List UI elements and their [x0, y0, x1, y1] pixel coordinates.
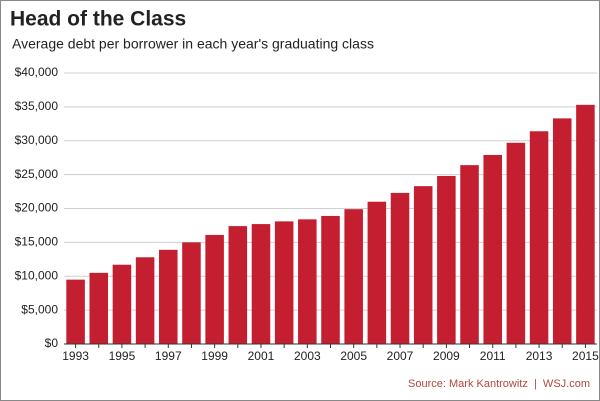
bar	[321, 215, 340, 344]
bar	[205, 234, 224, 344]
x-tick-label: 1999	[201, 349, 228, 363]
x-tick-label: 1993	[62, 349, 89, 363]
x-tick-label: 2015	[572, 349, 599, 363]
y-tick-label: $20,000	[15, 201, 59, 215]
x-tick-label: 2013	[526, 349, 553, 363]
bar	[228, 226, 248, 344]
bar	[135, 257, 155, 344]
chart-subtitle: Average debt per borrower in each year's…	[12, 36, 374, 52]
bar	[390, 192, 410, 344]
bar	[112, 264, 132, 344]
bar	[298, 219, 317, 344]
y-tick-label: $25,000	[15, 167, 59, 181]
x-tick-label: 2001	[248, 349, 275, 363]
bar	[413, 186, 433, 344]
bar	[437, 175, 456, 344]
y-tick-label: $0	[45, 336, 59, 350]
y-tick-label: $5,000	[21, 302, 58, 316]
bar	[89, 272, 109, 344]
bar	[367, 201, 387, 344]
source: Source: Mark Kantrowitz | WSJ.com	[408, 378, 590, 390]
x-tick-label: 2003	[294, 349, 321, 363]
y-tick-label: $35,000	[15, 99, 59, 113]
y-tick-label: $10,000	[15, 268, 59, 282]
y-tick-label: $15,000	[15, 235, 59, 249]
y-tick-label: $30,000	[15, 133, 59, 147]
bar	[66, 279, 85, 344]
x-tick-label: 2011	[480, 349, 506, 363]
bar	[344, 209, 363, 344]
bar	[483, 154, 502, 344]
bar	[552, 118, 572, 344]
x-tick-label: 2005	[340, 349, 367, 363]
x-tick-label: 1995	[109, 349, 136, 363]
bar	[576, 104, 595, 344]
bar	[251, 224, 271, 344]
x-tick-label: 1997	[155, 349, 182, 363]
x-tick-label: 2007	[387, 349, 414, 363]
bar	[529, 131, 549, 344]
bar	[506, 142, 526, 344]
x-tick-label: 2009	[433, 349, 460, 363]
bar	[460, 165, 479, 344]
bar	[159, 249, 178, 344]
bar	[274, 221, 294, 344]
y-tick-label: $40,000	[15, 65, 59, 79]
chart-title: Head of the Class	[10, 8, 186, 31]
bar	[182, 242, 201, 344]
